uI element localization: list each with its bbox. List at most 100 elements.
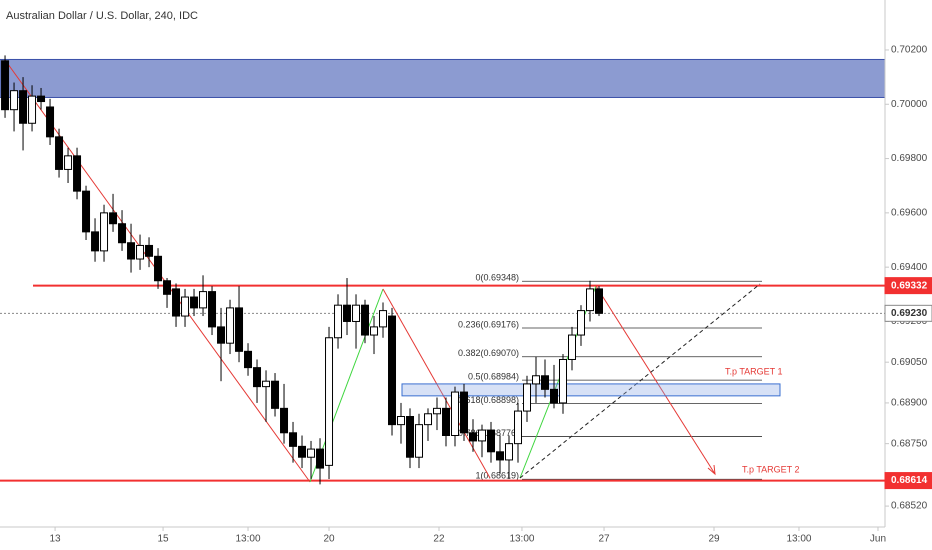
- candle-body: [397, 415, 406, 426]
- candle-body: [280, 407, 289, 434]
- candle-body: [19, 90, 28, 124]
- candle-body: [532, 375, 541, 385]
- annotation: T.p TARGET 2: [742, 464, 800, 474]
- y-tick-label: 0.68520: [891, 501, 928, 512]
- candle-body: [73, 155, 82, 192]
- price-marker: [884, 277, 932, 295]
- supply-zone: [0, 58, 886, 98]
- candle-body: [181, 296, 190, 317]
- candle-body: [451, 391, 460, 437]
- price-marker-label: 0.69230: [891, 308, 928, 319]
- candle-body: [424, 413, 433, 426]
- fib-label: 0(0.69348): [475, 273, 519, 283]
- target-box: [401, 383, 781, 397]
- candle-body: [1, 60, 10, 111]
- y-tick-label: 0.69800: [891, 153, 928, 164]
- y-tick-label: 0.70200: [891, 45, 928, 56]
- y-tick-label: 0.69400: [891, 262, 928, 273]
- candle-body: [316, 448, 325, 469]
- x-tick-label: 20: [323, 534, 335, 545]
- candle-body: [505, 443, 514, 461]
- candle-body: [190, 296, 199, 309]
- candle-body: [10, 90, 19, 111]
- candle-body: [487, 429, 496, 453]
- candle-body: [109, 212, 118, 225]
- price-marker: [884, 472, 932, 490]
- layer: 0(0.69348) 0.236(0.69176) 0.382(0.69070) 0.…: [0, 58, 886, 482]
- candle-body: [370, 326, 379, 336]
- candle-body: [262, 380, 271, 388]
- fib-label: 0.236(0.69176): [458, 319, 519, 329]
- candle-body: [253, 367, 262, 388]
- arrow-head: [707, 464, 716, 476]
- candle-body: [586, 288, 594, 312]
- fib-label: 0.618(0.68898): [458, 395, 519, 405]
- fib-label: 0.382(0.69070): [458, 348, 519, 358]
- candle-body: [442, 407, 451, 437]
- candle-body: [550, 388, 559, 404]
- x-tick-label: 13: [50, 534, 62, 545]
- arrow: [595, 285, 716, 475]
- candle-body: [325, 337, 334, 466]
- candle-body: [289, 432, 298, 447]
- annotation: T.p TARGET 1: [725, 366, 783, 376]
- price-marker: [884, 304, 932, 322]
- candle-body: [244, 350, 253, 369]
- fib-label: 1(0.68619): [475, 471, 519, 481]
- candle-body: [559, 358, 568, 404]
- candle-body: [406, 415, 415, 458]
- layer: [401, 383, 781, 397]
- candle-body: [415, 424, 424, 458]
- candle-body: [361, 304, 370, 336]
- candle-body: [28, 95, 37, 124]
- candle-body: [523, 383, 532, 412]
- candle-body: [154, 255, 163, 282]
- candle-body: [46, 106, 55, 138]
- candle-body: [496, 451, 505, 461]
- candle-body: [199, 291, 208, 309]
- candle-body: [469, 432, 478, 442]
- candle-body: [37, 95, 46, 103]
- candle-body: [64, 155, 73, 170]
- candle-body: [594, 288, 603, 314]
- candle-body: [433, 407, 442, 415]
- candle-body: [217, 326, 226, 344]
- candle-body: [541, 375, 550, 390]
- price-marker-label: 0.69332: [891, 280, 928, 291]
- x-tick-label: 13:00: [236, 534, 261, 545]
- x-tick-label: 29: [708, 534, 720, 545]
- candle-body: [379, 310, 388, 328]
- x-tick-label: Jun: [870, 534, 886, 545]
- candle-body: [91, 231, 100, 252]
- x-tick-label: 22: [433, 534, 445, 545]
- candle-body: [334, 304, 343, 339]
- candle-body: [298, 445, 307, 458]
- candle-body: [163, 280, 172, 295]
- x-tick-label: 27: [598, 534, 610, 545]
- y-tick-label: 0.69600: [891, 208, 928, 219]
- x-tick-label: 15: [158, 534, 170, 545]
- fib-label: 0.5(0.68984): [468, 371, 519, 381]
- candle-body: [100, 212, 109, 252]
- candle-body: [514, 410, 523, 445]
- candle-body: [55, 136, 64, 170]
- candle-body: [352, 304, 361, 322]
- candle-body: [568, 334, 577, 360]
- y-tick-label: 0.70000: [891, 99, 928, 110]
- price-marker-label: 0.68614: [891, 475, 928, 486]
- candle-body: [478, 429, 487, 442]
- candle-body: [271, 380, 280, 409]
- candle-body: [127, 242, 136, 260]
- candle-body: [172, 288, 181, 317]
- x-tick-label: 13:00: [509, 534, 534, 545]
- candle-body: [118, 223, 127, 244]
- candle-body: [208, 291, 217, 328]
- y-tick-label: 0.68900: [891, 398, 928, 409]
- candle-body: [388, 315, 397, 426]
- x-tick-label: 13:00: [786, 534, 811, 545]
- candle-body: [235, 307, 244, 352]
- candle-body: [136, 244, 145, 260]
- y-tick-label: 0.68750: [891, 438, 928, 449]
